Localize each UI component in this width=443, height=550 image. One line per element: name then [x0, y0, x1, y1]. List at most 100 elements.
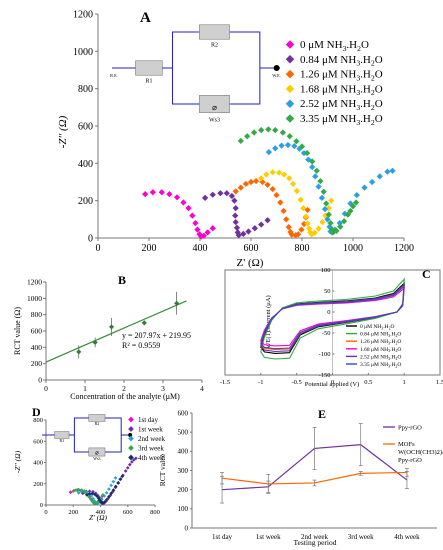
- panel-a-point: [149, 189, 156, 196]
- panel-a-point: [232, 219, 239, 226]
- panel-d-x-tick-label: 200: [68, 509, 78, 516]
- panel-a-point: [319, 219, 326, 226]
- panel-d: D 0 200 400 600 800 0 200 400 600 800 Z' (Ω) -Z'' (…: [13, 405, 166, 522]
- panel-d-legend-label: 2nd week: [138, 435, 166, 443]
- panel-a-point: [312, 173, 319, 180]
- panel-c-legend-label: 1.68 μM NH3.H2O: [360, 347, 401, 353]
- panel-c-y-tick-label: 100: [321, 267, 331, 274]
- panel-a-y-tick-label: 800: [78, 84, 93, 95]
- panel-a-point: [245, 228, 252, 235]
- panel-a-point: [286, 133, 293, 140]
- panel-a-point: [315, 225, 322, 232]
- circuit-label-we: W.E.: [272, 73, 281, 78]
- panel-b-x-tick-label: 0: [44, 384, 48, 393]
- panel-d-x-tick-label: 600: [123, 509, 133, 516]
- panel-a-point: [258, 126, 265, 134]
- panel-a-point: [237, 184, 244, 191]
- panel-a-point: [298, 226, 305, 233]
- panel-a-point: [192, 219, 199, 227]
- panel-a-point: [223, 190, 230, 197]
- panel-d-y-label: -Z'' (Ω): [13, 450, 22, 473]
- panel-e-x-tick-label: 4th week: [394, 533, 420, 541]
- panel-a-legend-marker: [285, 69, 295, 79]
- panel-c-legend-label: 2.52 μM NH3.H2O: [360, 354, 401, 360]
- panel-a-point: [209, 191, 216, 198]
- panel-a-point: [247, 178, 255, 186]
- circuit-resistor-r2: [88, 414, 106, 422]
- panel-b-x-tick-label: 2: [122, 384, 126, 393]
- panel-a-point: [318, 194, 326, 201]
- panel-a-point: [376, 173, 383, 180]
- panel-e: E 1st day 1st week 2nd week 3rd week 4th wee…: [158, 407, 443, 547]
- circuit-warburg-element: [199, 95, 230, 113]
- panel-d-series-4: [85, 474, 125, 505]
- panel-b: B 0 1 2 3 4 0 200 400 600 800 1000 1200 Concentratio…: [13, 273, 204, 401]
- panel-a-point: [244, 133, 251, 140]
- circuit-warburg-element: [88, 447, 106, 457]
- panel-c-x-tick-label: -1.5: [220, 379, 230, 386]
- panel-b-x-label: Concentration of the analyte (μM): [70, 392, 180, 401]
- panel-a-x-tick-label: 0: [96, 243, 101, 254]
- panel-d-point: [87, 492, 92, 496]
- panel-a-point: [337, 223, 344, 230]
- circuit-label-r2: R2: [95, 421, 100, 426]
- panel-a-x-tick-label: 400: [193, 243, 208, 254]
- panel-c-x-tick-label: -1: [258, 379, 263, 386]
- panel-a-label: A: [140, 10, 151, 26]
- panel-c-cv-curve-5: [260, 285, 405, 350]
- panel-a-point: [275, 169, 283, 176]
- panel-a-point: [283, 216, 290, 223]
- panel-a-point: [278, 142, 285, 149]
- panel-b-y-tick-label: 800: [31, 310, 43, 319]
- panel-a-point: [232, 212, 239, 219]
- panel-a-point: [264, 217, 271, 224]
- panel-e-legend: Ppy-rGO MOFs W(OCH(CH3)2)/Ppy-rGO: [383, 425, 443, 464]
- panel-a-point: [201, 194, 209, 201]
- panel-a-y-tick-label: 0: [88, 234, 93, 245]
- panel-e-axes: 1st day 1st week 2nd week 3rd week 4th week 0…: [158, 409, 437, 547]
- panel-e-label: E: [318, 407, 326, 421]
- panel-a-point: [242, 180, 250, 187]
- panel-a-y-tick-label: 1200: [73, 10, 93, 21]
- panel-b-point: [92, 339, 98, 345]
- panel-e-y-tick-label: 400: [178, 448, 189, 456]
- panel-c-y-tick-label: 0: [327, 309, 330, 316]
- panel-a-point: [251, 225, 258, 232]
- panel-a-point: [250, 129, 258, 136]
- panel-c-x-tick-label: 0.5: [364, 379, 372, 386]
- panel-a-point: [240, 230, 247, 238]
- panel-a-point: [263, 171, 270, 178]
- panel-d-point: [116, 480, 121, 485]
- panel-b-point: [108, 324, 115, 330]
- panel-a-point: [209, 225, 216, 232]
- panel-e-x-tick-label: 1st week: [256, 533, 281, 541]
- panel-d-data: [68, 456, 138, 506]
- panel-a-point: [180, 199, 187, 206]
- panel-e-y-tick-label: 300: [178, 467, 189, 475]
- panel-a-y-label: -Z'' (Ω): [57, 115, 69, 148]
- panel-c-x-tick-label: -0.5: [292, 379, 302, 386]
- panel-a-point: [317, 177, 324, 185]
- panel-d-legend-marker: [128, 416, 134, 423]
- panel-d-legend-marker: [128, 445, 134, 451]
- circuit-label-r2: R2: [211, 42, 218, 48]
- panel-a-point: [285, 224, 292, 231]
- panel-d-circuit-diagram: R1 R2 ⌀Ws3: [42, 414, 133, 461]
- panel-d-point: [111, 488, 116, 492]
- panel-b-point: [76, 349, 82, 355]
- panel-b-x-tick-label: 1: [83, 384, 87, 393]
- panel-b-x-tick-label: 4: [200, 384, 204, 393]
- panel-a-point: [313, 167, 320, 174]
- panel-a-point: [361, 184, 368, 191]
- panel-c-legend-label: 3.35 μM NH3.H2O: [360, 362, 401, 368]
- panel-d-y-tick-label: 0: [40, 502, 43, 509]
- panel-d-point: [74, 488, 78, 492]
- panel-b-r2: R² = 0.9559: [122, 341, 160, 350]
- circuit-terminal-we: [273, 65, 280, 71]
- panel-d-label: D: [32, 405, 41, 419]
- panel-a-x-tick-label: 1200: [394, 243, 414, 254]
- panel-e-data: [220, 423, 409, 504]
